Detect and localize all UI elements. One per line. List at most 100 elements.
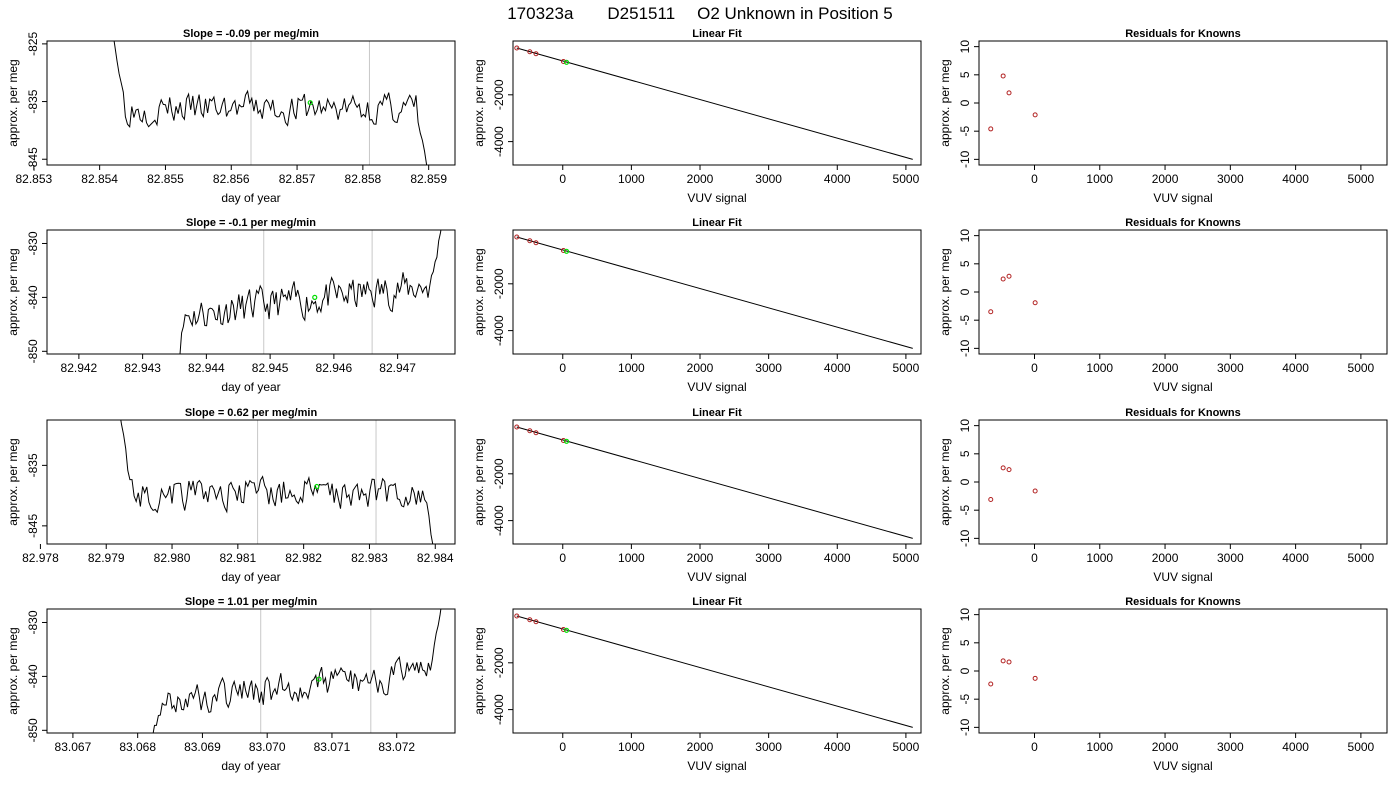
unknown-marker xyxy=(563,59,570,65)
y-tick-label: -4000 xyxy=(492,126,506,157)
signal-curve xyxy=(179,230,442,354)
x-axis-label: day of year xyxy=(221,570,280,584)
x-tick-label: 1000 xyxy=(1086,740,1113,754)
panel-4-1: Slope = 1.01 per meg/min 83.067 83.068 83.0… xyxy=(6,596,456,773)
x-axis-label: day of year xyxy=(221,380,280,394)
panel-2-3: Residuals for Knowns 0 1000 2000 3000 4000 500… xyxy=(938,217,1388,394)
x-tick-label: 1000 xyxy=(1086,361,1113,375)
figure-title-desc: O2 Unknown in Position 5 xyxy=(697,4,893,23)
signal-curve xyxy=(113,41,428,165)
x-tick-label: 83.072 xyxy=(378,740,415,754)
y-tick-label: -830 xyxy=(26,610,40,634)
known-point xyxy=(1006,467,1012,473)
plot-frame xyxy=(978,40,1388,166)
plot-frame xyxy=(512,229,922,355)
x-tick-label: 82.978 xyxy=(22,551,59,565)
x-tick-label: 82.854 xyxy=(81,172,118,186)
x-tick-label: 2000 xyxy=(687,740,714,754)
known-point xyxy=(1032,675,1038,681)
x-tick-label: 5000 xyxy=(893,172,920,186)
plot-frame xyxy=(512,419,922,545)
y-axis-label: approx. per meg xyxy=(472,59,486,146)
fit-line xyxy=(516,426,913,539)
y-tick-label: -835 xyxy=(26,453,40,477)
plot-area xyxy=(988,658,1038,687)
x-tick-label: 82.855 xyxy=(147,172,184,186)
unknown-marker xyxy=(312,294,318,300)
x-tick-label: 3000 xyxy=(1217,361,1244,375)
x-tick-label: 5000 xyxy=(893,361,920,375)
x-tick-label: 1000 xyxy=(618,172,645,186)
x-axis-label: day of year xyxy=(221,759,280,773)
plot-area xyxy=(988,73,1038,132)
x-axis-label: VUV signal xyxy=(1153,759,1212,773)
y-tick-label: -2000 xyxy=(492,647,506,678)
x-tick-label: 82.983 xyxy=(351,551,388,565)
known-point xyxy=(988,309,994,315)
x-tick-label: 5000 xyxy=(1348,361,1375,375)
y-axis-label: approx. per meg xyxy=(938,248,952,335)
y-tick-label: 5 xyxy=(958,639,972,646)
x-tick-label: 2000 xyxy=(1152,551,1179,565)
signal-curve xyxy=(120,420,434,544)
x-axis-label: VUV signal xyxy=(1153,570,1212,584)
y-tick-label: 10 xyxy=(958,608,972,622)
unknown-marker xyxy=(563,438,570,444)
fit-line xyxy=(516,236,913,349)
known-point xyxy=(1000,465,1006,471)
known-point xyxy=(533,240,539,246)
x-tick-label: 1000 xyxy=(1086,172,1113,186)
known-point xyxy=(988,681,994,687)
x-tick-label: 0 xyxy=(1031,172,1038,186)
x-axis-label: VUV signal xyxy=(1153,380,1212,394)
y-axis-label: approx. per meg xyxy=(6,438,20,525)
known-point xyxy=(988,496,994,502)
x-tick-label: 82.947 xyxy=(379,361,416,375)
x-tick-label: 5000 xyxy=(1348,172,1375,186)
x-tick-label: 82.984 xyxy=(417,551,454,565)
panel-title: Linear Fit xyxy=(692,28,742,40)
figure-title: 170323a D251511 O2 Unknown in Position 5 xyxy=(507,4,893,23)
y-tick-label: 10 xyxy=(958,419,972,433)
y-tick-label: -840 xyxy=(26,664,40,688)
y-axis-label: approx. per meg xyxy=(938,627,952,714)
panel-1-3: Residuals for Knowns 0 1000 2000 3000 4000 500… xyxy=(938,28,1388,205)
plot-area xyxy=(514,45,913,160)
x-tick-label: 5000 xyxy=(1348,551,1375,565)
panel-3-1: Slope = 0.62 per meg/min 82.978 82.979 82.9… xyxy=(6,407,456,584)
y-tick-label: 5 xyxy=(958,71,972,78)
plot-frame xyxy=(512,40,922,166)
y-tick-label: -4000 xyxy=(492,505,506,536)
plot-frame xyxy=(512,608,922,734)
plot-frame xyxy=(46,608,456,734)
plot-frame xyxy=(46,40,456,166)
y-tick-label: -10 xyxy=(958,529,972,547)
x-tick-label: 4000 xyxy=(1282,172,1309,186)
known-point xyxy=(533,430,539,436)
plot-frame xyxy=(46,419,456,545)
unknown-marker xyxy=(563,627,570,633)
x-tick-label: 3000 xyxy=(755,172,782,186)
x-tick-label: 83.069 xyxy=(184,740,221,754)
y-tick-label: -850 xyxy=(26,339,40,363)
panel-title: Linear Fit xyxy=(692,217,742,229)
y-tick-label: -845 xyxy=(26,147,40,171)
plot-area xyxy=(514,613,913,728)
x-tick-label: 1000 xyxy=(618,361,645,375)
known-point xyxy=(1000,658,1006,664)
x-tick-label: 82.857 xyxy=(279,172,316,186)
x-tick-label: 4000 xyxy=(824,740,851,754)
plot-area xyxy=(152,609,442,733)
panel-2-2: Linear Fit 0 1000 2000 3000 4000 5000 VUV signa… xyxy=(472,217,922,394)
y-tick-label: -4000 xyxy=(492,315,506,346)
known-point xyxy=(1006,90,1012,96)
panel-title: Residuals for Knowns xyxy=(1125,28,1241,40)
x-tick-label: 3000 xyxy=(755,361,782,375)
plot-frame xyxy=(46,229,456,355)
fit-line xyxy=(516,615,913,728)
x-tick-label: 82.942 xyxy=(61,361,98,375)
y-tick-label: -2000 xyxy=(492,268,506,299)
plot-frame xyxy=(978,419,1388,545)
known-point xyxy=(1032,488,1038,494)
plot-area xyxy=(988,465,1038,502)
